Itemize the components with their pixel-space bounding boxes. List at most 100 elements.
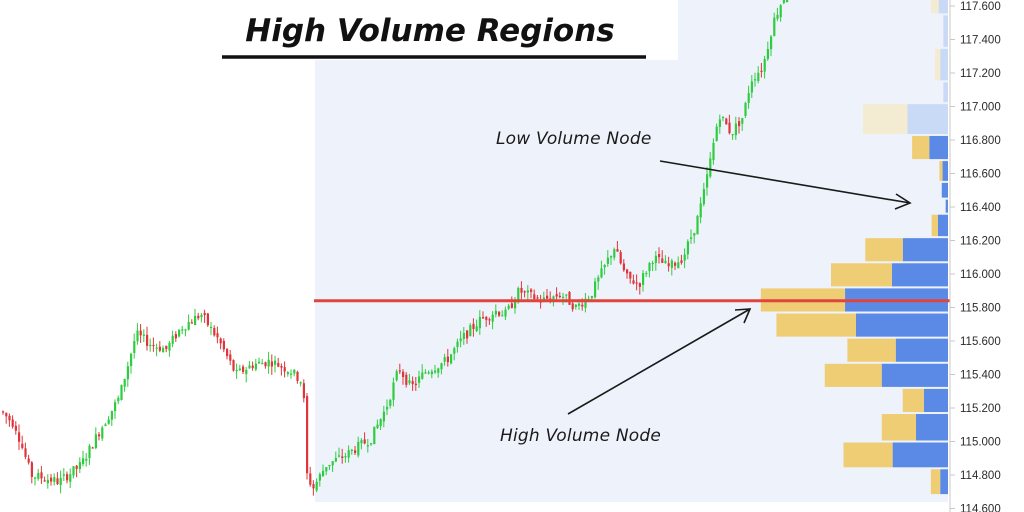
volume-bar-sell xyxy=(881,363,948,387)
candle-body xyxy=(181,329,184,331)
candle-body xyxy=(18,432,21,442)
candle-body xyxy=(50,477,53,482)
y-tick-label: 116.600 xyxy=(960,169,1001,181)
candle-body xyxy=(514,301,517,309)
candle-body xyxy=(101,427,104,439)
volume-bar-sell xyxy=(937,214,948,237)
candle-body xyxy=(661,258,664,263)
volume-bar-buy xyxy=(930,469,941,495)
candle-body xyxy=(5,412,8,417)
candle-body xyxy=(11,419,14,427)
highlight-region xyxy=(315,0,948,502)
candle-body xyxy=(117,397,120,402)
candle-body xyxy=(667,263,670,267)
candle-body xyxy=(462,333,465,339)
low-volume-node-arrowhead xyxy=(894,193,912,210)
candle-body xyxy=(174,334,177,339)
candle-body xyxy=(34,477,37,479)
candle-body xyxy=(254,363,257,370)
high-volume-node-arrowhead xyxy=(734,308,752,324)
candle-body xyxy=(635,282,638,284)
volume-bar-buy xyxy=(912,135,930,160)
candle-body xyxy=(350,449,353,451)
candle-body xyxy=(552,296,555,300)
candle-body xyxy=(440,363,443,370)
candle-body xyxy=(706,174,709,188)
candle-body xyxy=(235,369,238,372)
candle-body xyxy=(315,481,318,491)
candle-body xyxy=(178,329,181,337)
volume-bar-buy xyxy=(931,214,938,237)
candle-body xyxy=(2,411,5,413)
candle-body xyxy=(722,116,725,119)
candle-body xyxy=(158,346,161,351)
candle-body xyxy=(469,325,472,337)
volume-bar-sell xyxy=(945,199,948,213)
candle-body xyxy=(341,456,344,458)
candle-body xyxy=(741,118,744,124)
y-tick-label: 115.800 xyxy=(960,303,1001,315)
candle-body xyxy=(229,354,232,361)
candle-body xyxy=(258,361,261,364)
candle-body xyxy=(571,303,574,310)
candle-body xyxy=(139,330,142,336)
candle-body xyxy=(290,373,293,375)
candle-body xyxy=(53,477,56,482)
candle-body xyxy=(488,319,491,321)
candle-body xyxy=(501,315,504,317)
candle-body xyxy=(373,426,376,445)
candle-body xyxy=(171,335,174,344)
candle-body xyxy=(222,340,225,350)
candle-body xyxy=(558,295,561,298)
y-tick-label: 116.400 xyxy=(960,202,1001,214)
candle-body xyxy=(405,374,408,385)
candle-body xyxy=(750,81,753,93)
candle-body xyxy=(427,372,430,374)
title-background xyxy=(222,0,678,60)
candle-body xyxy=(168,342,171,351)
candle-body xyxy=(414,383,417,385)
volume-bar-sell xyxy=(902,238,948,262)
candle-body xyxy=(107,419,110,424)
candle-body xyxy=(430,371,433,375)
candle-body xyxy=(466,330,469,339)
candle-body xyxy=(382,411,385,422)
candle-body xyxy=(43,480,46,482)
candle-body xyxy=(728,122,731,134)
candle-body xyxy=(66,474,69,481)
candle-body xyxy=(88,445,91,459)
candle-body xyxy=(146,334,149,346)
y-tick-label: 114.600 xyxy=(960,504,1001,512)
candle-body xyxy=(37,472,40,479)
candle-body xyxy=(574,304,577,307)
candle-body xyxy=(645,272,648,275)
candle-body xyxy=(533,294,536,300)
candle-body xyxy=(779,5,782,18)
candle-body xyxy=(581,304,584,307)
candle-body xyxy=(546,295,549,299)
candle-body xyxy=(677,262,680,269)
volume-bar-buy xyxy=(939,161,943,181)
y-tick-label: 117.400 xyxy=(960,35,1001,47)
candle-body xyxy=(248,365,251,369)
candle-body xyxy=(226,349,229,357)
candle-body xyxy=(683,254,686,261)
candle-body xyxy=(622,263,625,271)
candle-body xyxy=(104,424,107,427)
candle-body xyxy=(293,369,296,374)
candle-body xyxy=(238,368,241,371)
volume-bar-sell xyxy=(940,48,948,81)
candle-body xyxy=(120,385,123,401)
volume-bar-sell xyxy=(855,313,948,337)
candle-body xyxy=(155,347,158,349)
candle-body xyxy=(386,406,389,410)
candle-body xyxy=(152,344,155,347)
candle-body xyxy=(629,271,632,279)
candle-body xyxy=(562,296,565,298)
candle-body xyxy=(507,305,510,309)
volume-bar-buy xyxy=(776,313,856,337)
candle-body xyxy=(606,257,609,264)
candle-body xyxy=(395,371,398,381)
candle-body xyxy=(242,366,245,372)
